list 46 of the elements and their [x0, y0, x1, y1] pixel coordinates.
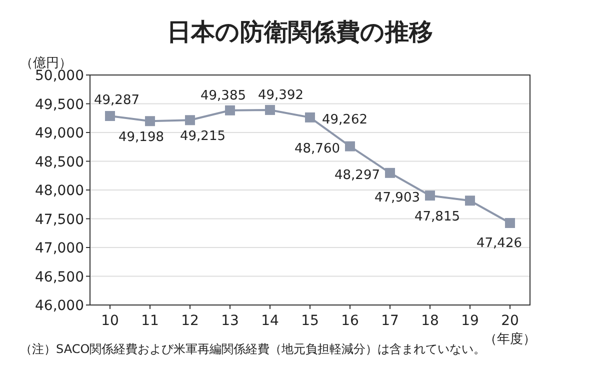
x-tick-label: 20 [501, 313, 519, 329]
chart-title: 日本の防衛関係費の推移 [167, 18, 433, 46]
x-tick-label: 17 [381, 313, 399, 329]
x-tick-label: 10 [101, 313, 119, 329]
data-label: 47,903 [374, 190, 420, 206]
y-tick-label: 47,000 [35, 240, 84, 256]
data-label: 47,815 [414, 210, 460, 225]
x-tick-label: 13 [221, 313, 239, 329]
data-label: 49,287 [94, 92, 140, 108]
x-tick-label: 11 [141, 313, 159, 329]
point [105, 110, 115, 121]
data-label: 47,426 [476, 236, 522, 252]
point [265, 104, 275, 115]
point [305, 112, 315, 122]
x-tick-label: 14 [261, 313, 279, 329]
point [385, 168, 395, 178]
x-tick-label: 15 [301, 313, 319, 329]
data-label: 49,215 [180, 129, 226, 144]
y-axis-title: （億円） [20, 56, 72, 71]
y-tick-label: 48,500 [35, 154, 84, 170]
x-tick-label: 16 [341, 313, 359, 329]
data-label: 48,760 [294, 141, 340, 156]
x-axis-title: （年度） [484, 331, 536, 347]
point [465, 196, 475, 206]
y-tick-label: 50,000 [35, 68, 84, 84]
data-label: 49,198 [118, 130, 164, 146]
point [505, 218, 515, 228]
y-tick-label: 46,500 [35, 269, 84, 286]
text: （注）SACO関係経費および米軍再編関係経費（地元負担軽減分）は含まれていない。 [20, 342, 487, 357]
y-tick-label: 49,000 [35, 126, 84, 142]
data-label: 49,392 [258, 88, 304, 103]
point [145, 116, 155, 126]
y-tick-label: 49,500 [35, 96, 84, 113]
x-tick-label: 12 [181, 313, 199, 329]
y-tick-label: 48,000 [35, 183, 84, 199]
x-tick-label: 19 [461, 313, 479, 329]
point [225, 105, 235, 116]
data-label: 49,262 [322, 112, 368, 128]
y-tick-label: 47,500 [35, 212, 84, 228]
point [425, 190, 435, 201]
data-label: 48,297 [334, 168, 380, 183]
x-tick-label: 18 [421, 313, 439, 329]
y-tick-label: 46,000 [35, 298, 84, 314]
point [185, 115, 195, 126]
data-label: 49,385 [200, 88, 246, 104]
point [345, 141, 355, 152]
